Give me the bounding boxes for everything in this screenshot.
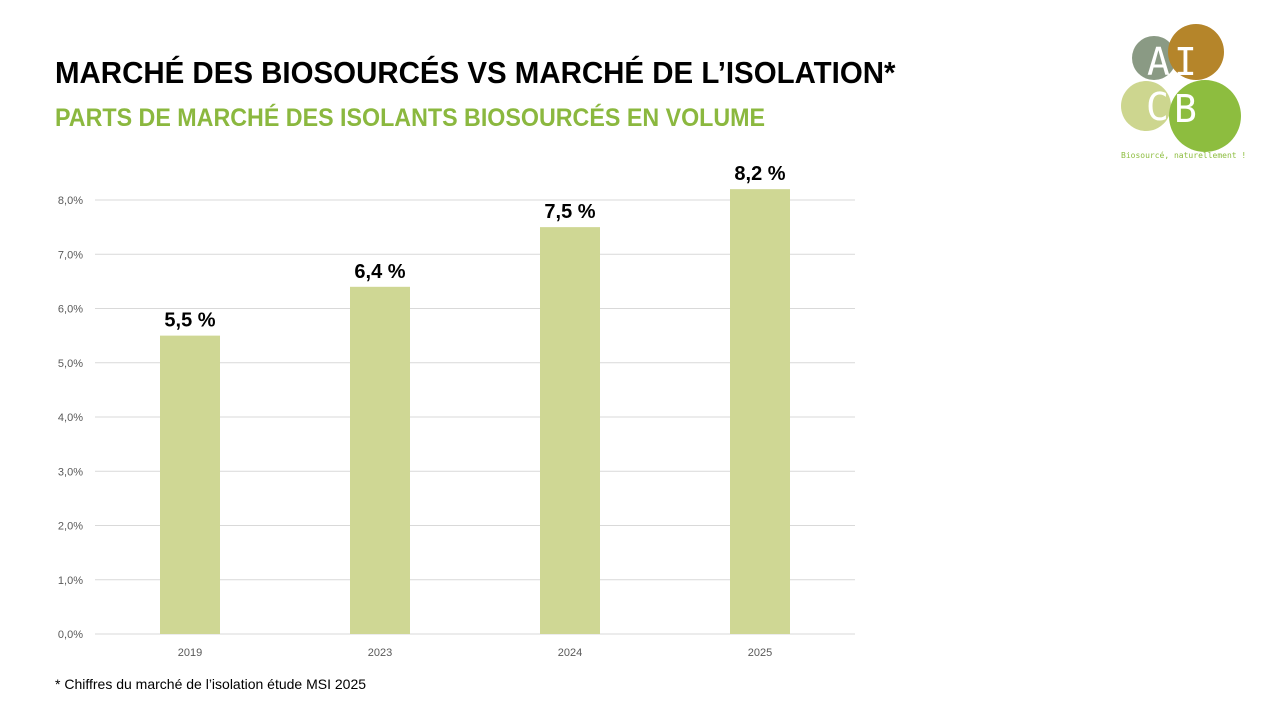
y-tick-label: 4,0% xyxy=(58,412,83,424)
y-tick-label: 7,0% xyxy=(58,249,83,261)
bar xyxy=(730,189,790,634)
y-tick-label: 8,0% xyxy=(58,195,83,207)
logo-circle-a xyxy=(1132,36,1176,80)
bar xyxy=(540,227,600,634)
logo-circle-i xyxy=(1168,24,1224,80)
page-subtitle: PARTS DE MARCHÉ DES ISOLANTS BIOSOURCÉS … xyxy=(55,104,766,132)
aicb-logo: A I C B xyxy=(1121,24,1241,152)
logo-tagline: Biosourcé, naturellement ! xyxy=(1121,151,1247,160)
logo-letter-i: I xyxy=(1174,40,1197,84)
y-tick-label: 2,0% xyxy=(58,521,83,533)
logo-letter-c: C xyxy=(1146,85,1169,129)
footnote: * Chiffres du marché de l’isolation étud… xyxy=(55,676,367,692)
logo-circle-c xyxy=(1121,81,1171,131)
y-tick-label: 0,0% xyxy=(58,629,83,641)
y-tick-label: 5,0% xyxy=(58,358,83,370)
logo-letter-a: A xyxy=(1147,40,1170,84)
y-tick-label: 6,0% xyxy=(58,304,83,316)
x-tick-label: 2024 xyxy=(558,647,582,659)
y-tick-label: 3,0% xyxy=(58,466,83,478)
logo-circle-b xyxy=(1169,80,1241,152)
page-title: MARCHÉ DES BIOSOURCÉS VS MARCHÉ DE L’ISO… xyxy=(55,55,896,90)
bar xyxy=(350,286,410,634)
logo-letter-b: B xyxy=(1174,87,1197,131)
y-tick-label: 1,0% xyxy=(58,575,83,587)
x-tick-label: 2019 xyxy=(178,647,202,659)
bar xyxy=(160,335,220,634)
x-tick-label: 2025 xyxy=(748,647,772,659)
data-label: 8,2 % xyxy=(734,163,785,185)
data-label: 6,4 % xyxy=(354,261,405,283)
x-tick-label: 2023 xyxy=(368,647,392,659)
data-label: 5,5 % xyxy=(164,310,215,332)
data-label: 7,5 % xyxy=(544,201,595,223)
